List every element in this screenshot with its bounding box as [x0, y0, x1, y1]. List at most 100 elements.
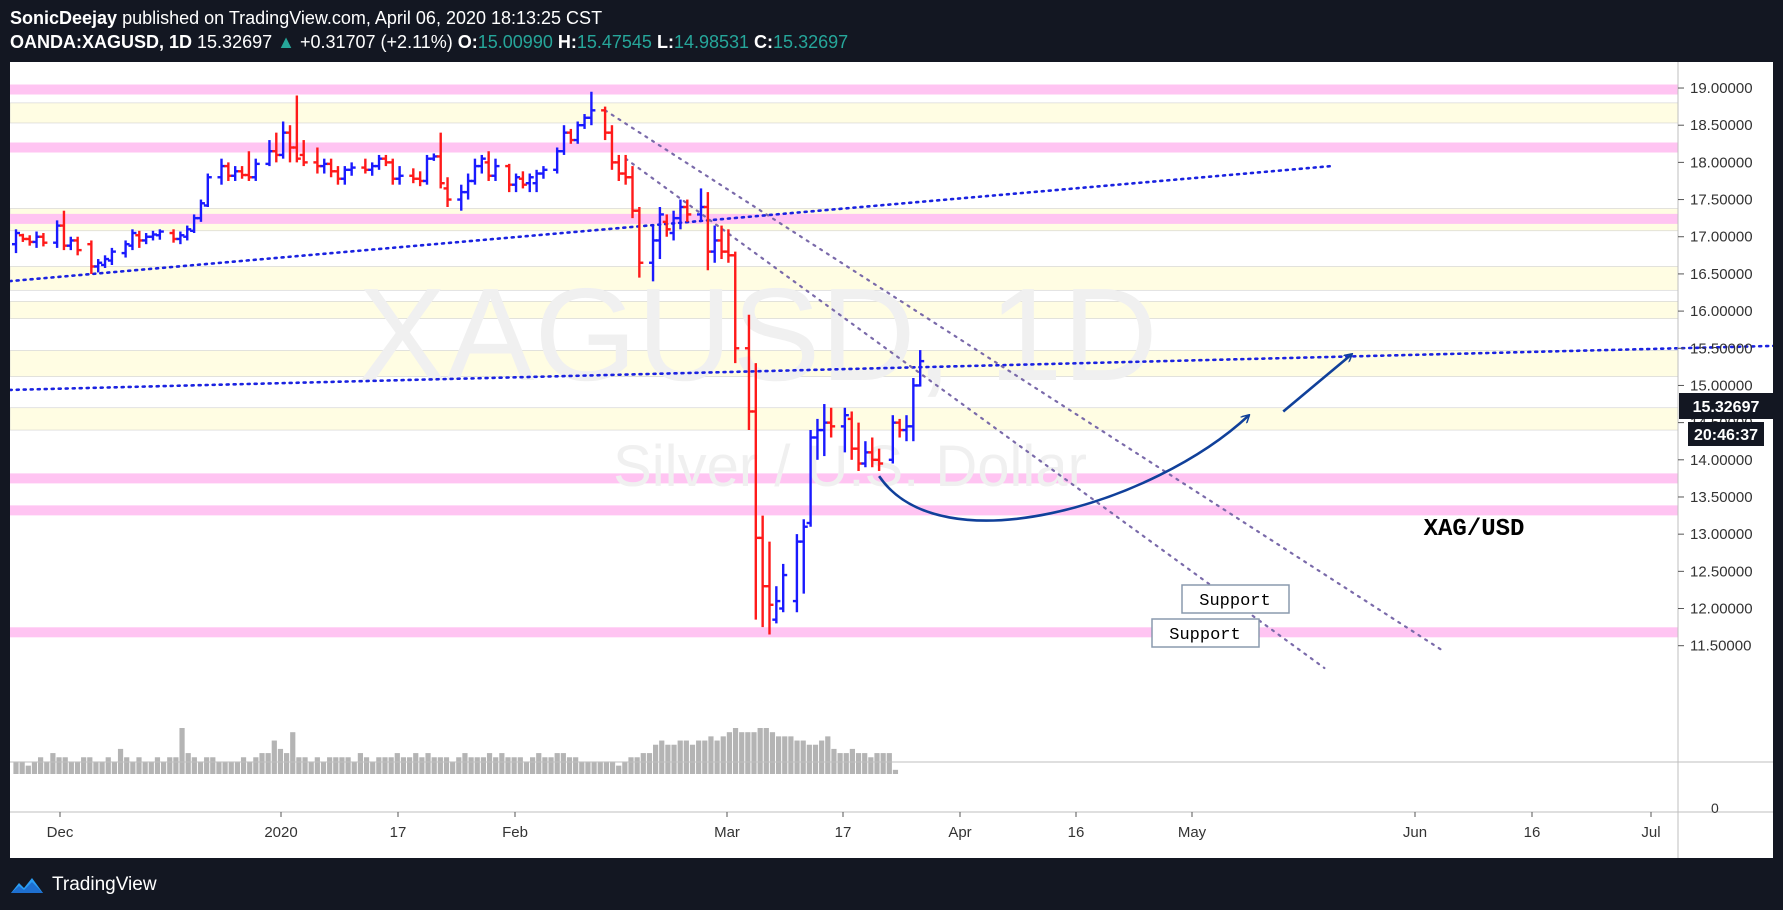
price-tick-label[interactable]: 12.50000	[1690, 563, 1753, 580]
ohlc-bar[interactable]	[196, 199, 205, 222]
ohlc-bar[interactable]	[703, 192, 712, 271]
annotations[interactable]: XAG/USD Support Support	[1151, 516, 1525, 648]
ohlc-bar[interactable]	[176, 231, 185, 245]
ohlc-bar[interactable]	[25, 235, 34, 246]
ohlc-bar[interactable]	[368, 162, 377, 176]
ohlc-bar[interactable]	[573, 121, 582, 144]
ohlc-bar[interactable]	[203, 173, 212, 207]
ohlc-bar[interactable]	[251, 158, 260, 181]
time-tick-label[interactable]: 2020	[264, 824, 297, 841]
ohlc-bar[interactable]	[621, 154, 630, 185]
ohlc-bar[interactable]	[18, 233, 27, 242]
ohlc-bar[interactable]	[169, 229, 178, 243]
ohlc-bar[interactable]	[142, 233, 151, 245]
ohlc-bar[interactable]	[32, 231, 41, 248]
support-label-2[interactable]: Support	[1169, 626, 1240, 645]
ohlc-bar[interactable]	[916, 350, 925, 387]
ohlc-bar[interactable]	[12, 229, 20, 254]
time-tick-label[interactable]: Jun	[1403, 824, 1427, 841]
ohlc-bar[interactable]	[423, 154, 431, 185]
time-tick-label[interactable]: Jul	[1641, 824, 1660, 841]
price-tick-label[interactable]: 13.00000	[1690, 526, 1753, 543]
ohlc-bar[interactable]	[566, 128, 575, 144]
trendline-1[interactable]	[0, 164, 1333, 284]
symbol-label[interactable]: OANDA:XAGUSD, 1D	[10, 32, 193, 52]
ohlc-bar[interactable]	[347, 162, 356, 176]
price-tick-label[interactable]: 14.00000	[1690, 452, 1753, 469]
ohlc-bar[interactable]	[155, 229, 164, 240]
price-tick-label[interactable]: 18.00000	[1690, 154, 1753, 171]
ohlc-bar[interactable]	[539, 166, 548, 179]
ohlc-bar[interactable]	[655, 206, 664, 260]
price-tick-label[interactable]: 19.00000	[1690, 80, 1753, 97]
ohlc-bar[interactable]	[333, 166, 342, 185]
ohlc-bar[interactable]	[381, 154, 390, 167]
ohlc-bar[interactable]	[217, 158, 226, 185]
annotation-title[interactable]: XAG/USD	[1424, 516, 1525, 543]
ohlc-bar[interactable]	[244, 151, 253, 181]
author-name[interactable]: SonicDeejay	[10, 8, 118, 28]
price-tick-label[interactable]: 18.50000	[1690, 117, 1753, 134]
time-tick-label[interactable]: Feb	[502, 824, 528, 841]
projection-arrow[interactable]	[878, 354, 1352, 522]
ohlc-bar[interactable]	[340, 166, 349, 185]
ohlc-bar[interactable]	[614, 154, 623, 181]
ohlc-bar[interactable]	[587, 91, 596, 126]
ohlc-bar[interactable]	[409, 168, 418, 184]
ohlc-bar[interactable]	[121, 240, 130, 258]
ohlc-bar[interactable]	[128, 229, 137, 251]
ohlc-bar[interactable]	[101, 255, 110, 268]
ohlc-bar[interactable]	[66, 236, 75, 251]
ohlc-bar[interactable]	[464, 173, 473, 200]
ohlc-bar[interactable]	[135, 230, 144, 248]
ohlc-bar[interactable]	[395, 166, 404, 185]
ohlc-bar[interactable]	[416, 171, 425, 187]
channel-line-4[interactable]	[624, 157, 1326, 670]
time-tick-label[interactable]: Dec	[47, 824, 74, 841]
chart-axes[interactable]: 19.00000 18.50000 18.00000 17.50000 17.00000…	[10, 62, 1773, 858]
time-axis-labels[interactable]: Dec 2020 17 Feb Mar 17 Apr 16 May Jun 16 Jul	[47, 812, 1661, 841]
ohlc-bar[interactable]	[94, 259, 103, 273]
ohlc-bar[interactable]	[238, 166, 247, 179]
ohlc-bar[interactable]	[525, 173, 534, 193]
ohlc-bar[interactable]	[443, 177, 452, 207]
ohlc-bar[interactable]	[73, 236, 82, 256]
ohlc-bar[interactable]	[875, 448, 884, 471]
price-tick-label[interactable]: 11.50000	[1690, 638, 1751, 655]
ohlc-bar[interactable]	[361, 158, 370, 174]
ohlc-bar[interactable]	[149, 230, 157, 241]
ohlc-bar[interactable]	[107, 247, 116, 265]
ohlc-bar[interactable]	[635, 206, 644, 278]
trendlines[interactable]	[0, 109, 1783, 670]
ohlc-bar[interactable]	[731, 251, 740, 364]
ohlc-bar[interactable]	[532, 169, 541, 193]
ohlc-bar[interactable]	[518, 171, 527, 189]
ohlc-bar[interactable]	[320, 158, 329, 174]
ohlc-bar[interactable]	[279, 121, 288, 159]
ohlc-bar[interactable]	[39, 233, 48, 247]
ohlc-bar[interactable]	[827, 407, 836, 438]
ohlc-bar[interactable]	[491, 158, 500, 181]
time-tick-label[interactable]: 16	[1524, 824, 1541, 841]
ohlc-bar[interactable]	[299, 140, 308, 167]
price-axis-labels[interactable]: 19.00000 18.50000 18.00000 17.50000 17.00000…	[1678, 80, 1753, 655]
ohlc-bar[interactable]	[183, 225, 192, 241]
ohlc-bar[interactable]	[512, 173, 521, 193]
ohlc-bar[interactable]	[457, 184, 466, 211]
ohlc-bar[interactable]	[388, 158, 397, 185]
ohlc-bar[interactable]	[662, 214, 671, 237]
ohlc-bars[interactable]	[12, 91, 925, 635]
projection-arrow-target[interactable]	[1282, 354, 1352, 413]
time-tick-label[interactable]: 16	[1068, 824, 1085, 841]
price-tick-label[interactable]: 12.00000	[1690, 601, 1753, 618]
time-tick-label[interactable]: May	[1178, 824, 1207, 841]
price-tick-label[interactable]: 17.00000	[1690, 229, 1753, 246]
ohlc-bar[interactable]	[765, 541, 774, 635]
ohlc-bar[interactable]	[505, 163, 514, 193]
time-tick-label[interactable]: 17	[390, 824, 407, 841]
price-tick-label[interactable]: 16.50000	[1690, 266, 1753, 283]
price-tick-label[interactable]: 13.50000	[1690, 489, 1753, 506]
ohlc-bar[interactable]	[470, 158, 479, 185]
price-tick-label[interactable]: 15.50000	[1690, 340, 1753, 357]
support-label-2-box[interactable]	[1151, 618, 1260, 648]
